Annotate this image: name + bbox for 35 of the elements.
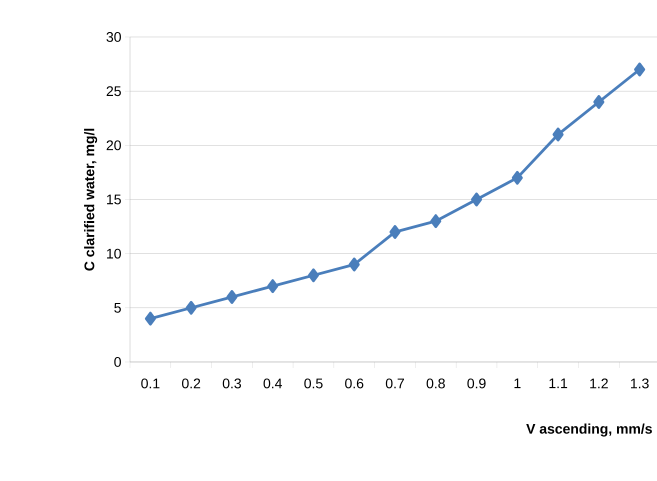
y-tick-label: 30 <box>106 32 121 42</box>
x-axis-title: V ascending, mm/s <box>526 424 652 437</box>
point <box>348 258 360 272</box>
y-tick-label: 20 <box>106 140 121 150</box>
x-tick-label: 1.3 <box>630 378 649 388</box>
x-tick-label: 0.4 <box>264 378 282 388</box>
point <box>593 95 604 109</box>
x-tick-label: 0.5 <box>304 378 323 388</box>
x-tick-label: 0.1 <box>141 378 160 388</box>
x-tick-label: 0.3 <box>222 378 242 388</box>
y-axis-title: C clarified water, mg/l <box>84 128 98 271</box>
y-tick-label: 5 <box>114 302 121 313</box>
y-tick-label: 25 <box>106 86 121 96</box>
y-tick-label: 10 <box>107 248 121 259</box>
point <box>430 214 442 228</box>
point <box>389 225 401 239</box>
x-tick-label: 0.9 <box>467 378 486 388</box>
x-tick-label: 0.8 <box>426 378 445 388</box>
x-tick-label: 0.6 <box>345 378 364 388</box>
point <box>512 170 523 185</box>
point <box>267 279 278 294</box>
x-tick-label: 1.1 <box>549 378 568 388</box>
point <box>144 312 156 326</box>
x-tick-label: 0.7 <box>386 378 404 388</box>
point <box>471 192 482 206</box>
y-tick-label: 0 <box>114 357 121 367</box>
x-tick-label: 1 <box>514 378 521 388</box>
x-tick-label: 1.2 <box>590 378 608 388</box>
x-tick-label: 0.2 <box>182 378 200 388</box>
point <box>552 128 564 142</box>
point <box>186 300 197 315</box>
point <box>634 62 646 76</box>
y-tick-label: 15 <box>107 194 121 204</box>
point <box>226 290 238 304</box>
point <box>308 268 319 282</box>
